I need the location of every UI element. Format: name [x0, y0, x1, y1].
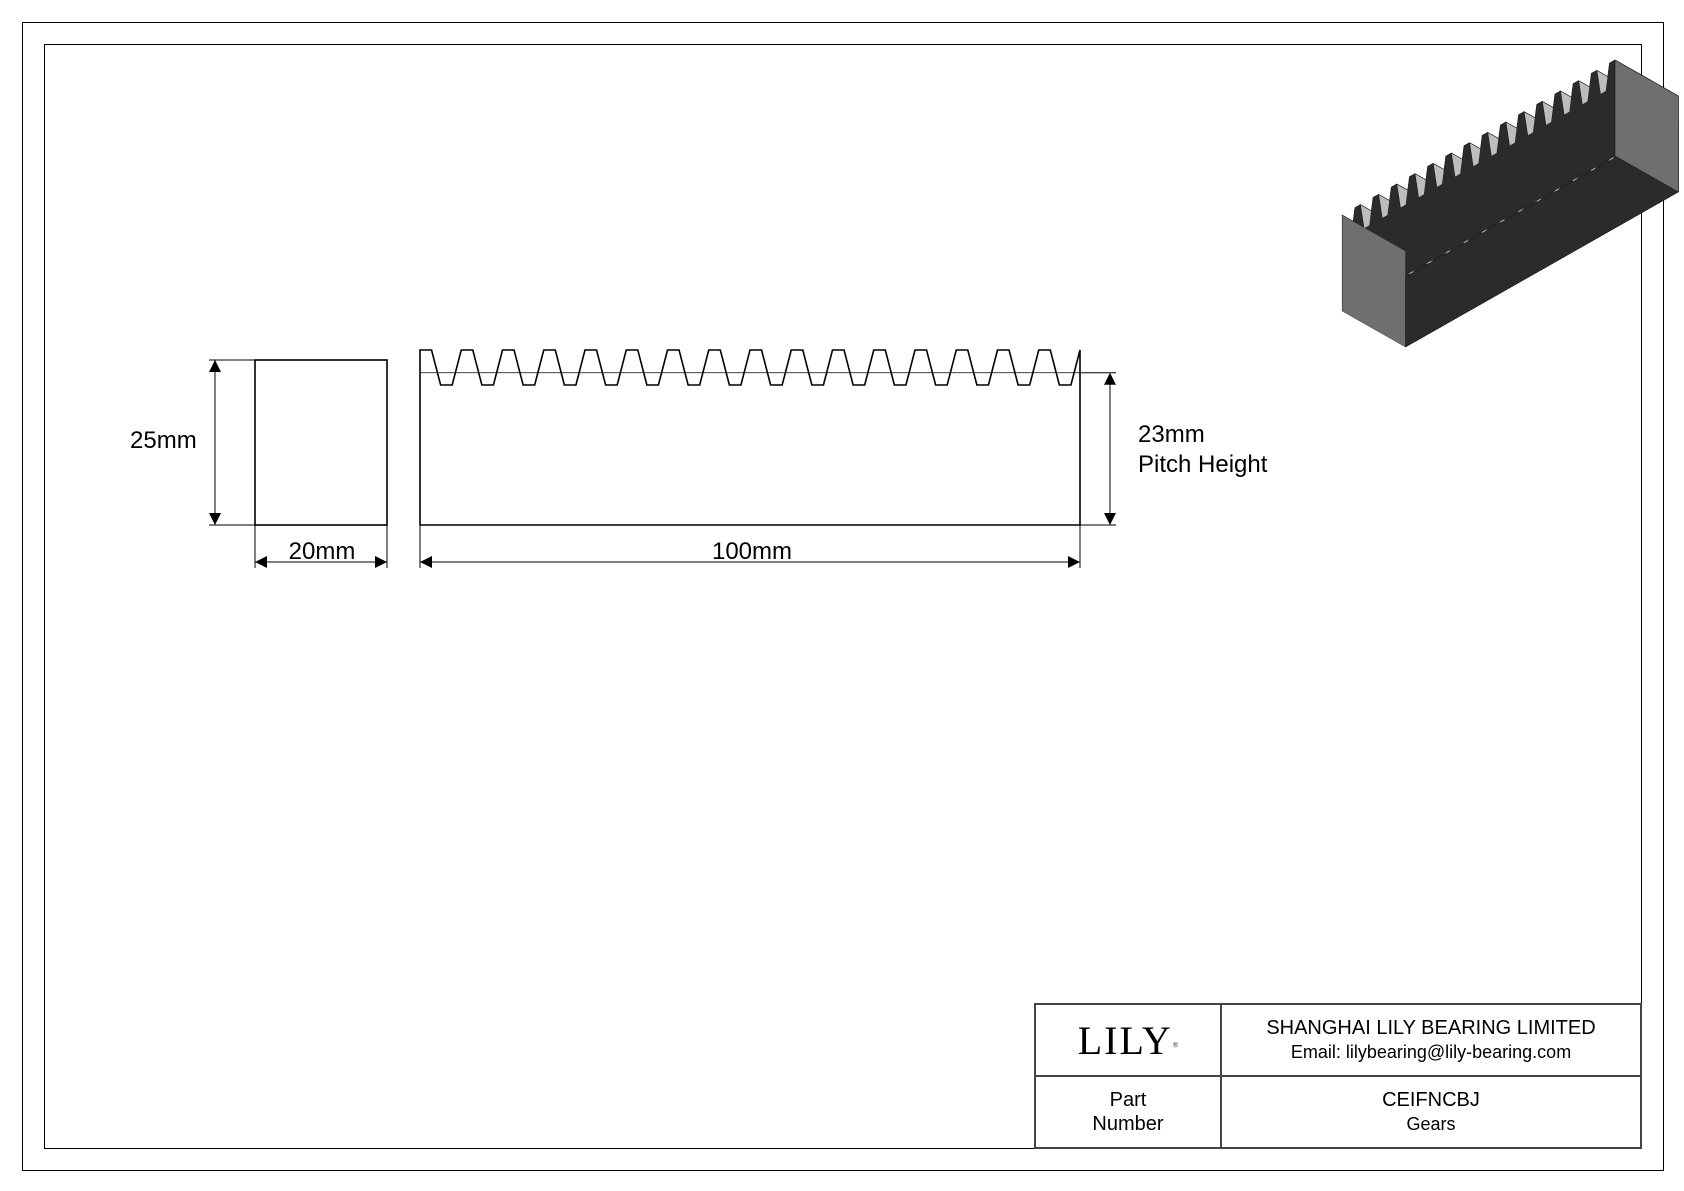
dim-width-label: 20mm	[289, 538, 356, 566]
company-name: SHANGHAI LILY BEARING LIMITED	[1222, 1017, 1640, 1040]
part-number-label-2: Number	[1036, 1112, 1220, 1136]
dim-pitch-line1: 23mm	[1138, 420, 1267, 450]
dim-length-label: 100mm	[712, 538, 792, 566]
title-block: LILY® SHANGHAI LILY BEARING LIMITED Emai…	[1034, 1003, 1642, 1149]
part-number-value: CEIFNCBJ	[1222, 1089, 1640, 1112]
title-block-company-cell: SHANGHAI LILY BEARING LIMITED Email: lil…	[1221, 1004, 1641, 1076]
drawing-sheet: 25mm 20mm 100mm 23mm Pitch Height LILY® …	[0, 0, 1684, 1191]
dim-height-label: 25mm	[130, 427, 197, 455]
dim-pitch-line2: Pitch Height	[1138, 450, 1267, 480]
part-category-value: Gears	[1222, 1114, 1640, 1135]
dim-pitch-height-label: 23mm Pitch Height	[1138, 420, 1267, 480]
title-block-partnum-label-cell: Part Number	[1035, 1076, 1221, 1148]
title-block-partnum-value-cell: CEIFNCBJ Gears	[1221, 1076, 1641, 1148]
logo-trademark: ®	[1173, 1041, 1178, 1049]
company-email: Email: lilybearing@lily-bearing.com	[1222, 1042, 1640, 1063]
part-number-label-1: Part	[1036, 1088, 1220, 1112]
title-block-logo-cell: LILY®	[1035, 1004, 1221, 1076]
logo-text: LILY	[1078, 1018, 1173, 1063]
